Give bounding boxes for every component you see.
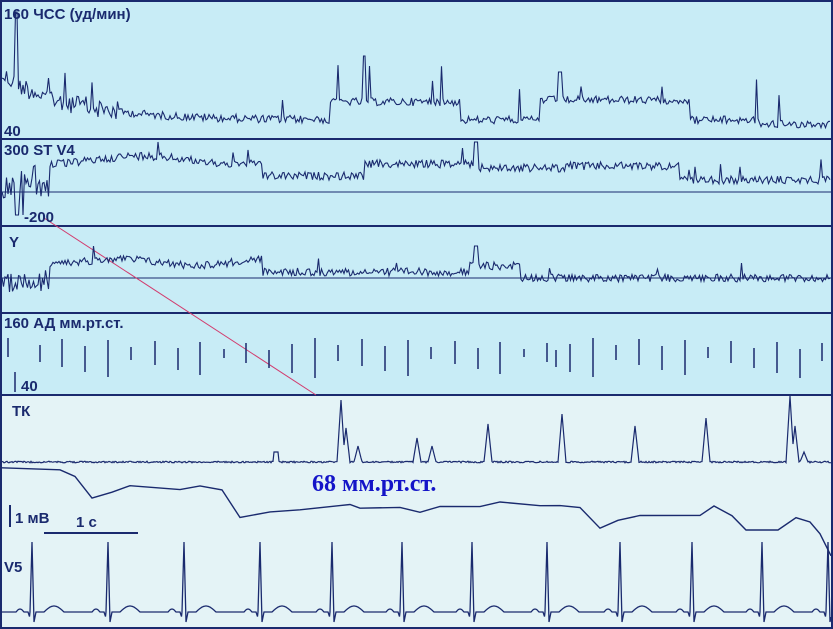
hr-label-top: 160 ЧСС (уд/мин)	[4, 6, 131, 23]
y-trace	[1, 245, 831, 293]
st-trace	[1, 141, 831, 216]
panel-st-bg	[1, 139, 832, 226]
bp-detail-trace	[1, 467, 832, 557]
y-label: Y	[9, 234, 19, 251]
tk-label: ТК	[12, 403, 31, 420]
bp-label-bottom: 40	[21, 378, 38, 395]
time-scale-label: 1 с	[76, 514, 97, 531]
bp-label-top: 160 АД мм.рт.ст.	[4, 315, 124, 332]
tk-trace	[1, 395, 832, 465]
hr-trace	[1, 11, 831, 130]
panel-hr-bg	[1, 1, 832, 139]
panel-y-bg	[1, 226, 832, 313]
hr-label-bottom: 40	[4, 123, 21, 140]
pressure-annotation: 68 мм.рт.ст.	[312, 471, 436, 497]
st-label-top: 300 ST V4	[4, 142, 76, 159]
panel-bp-bg	[1, 313, 832, 395]
zoom-connector-line	[43, 217, 317, 396]
st-label-bottom: -200	[24, 209, 54, 226]
voltage-scale-label: 1 мВ	[15, 510, 50, 527]
v5-label: V5	[4, 559, 22, 576]
bp-tick-series	[7, 338, 823, 392]
ecg-v5-trace	[2, 541, 832, 623]
